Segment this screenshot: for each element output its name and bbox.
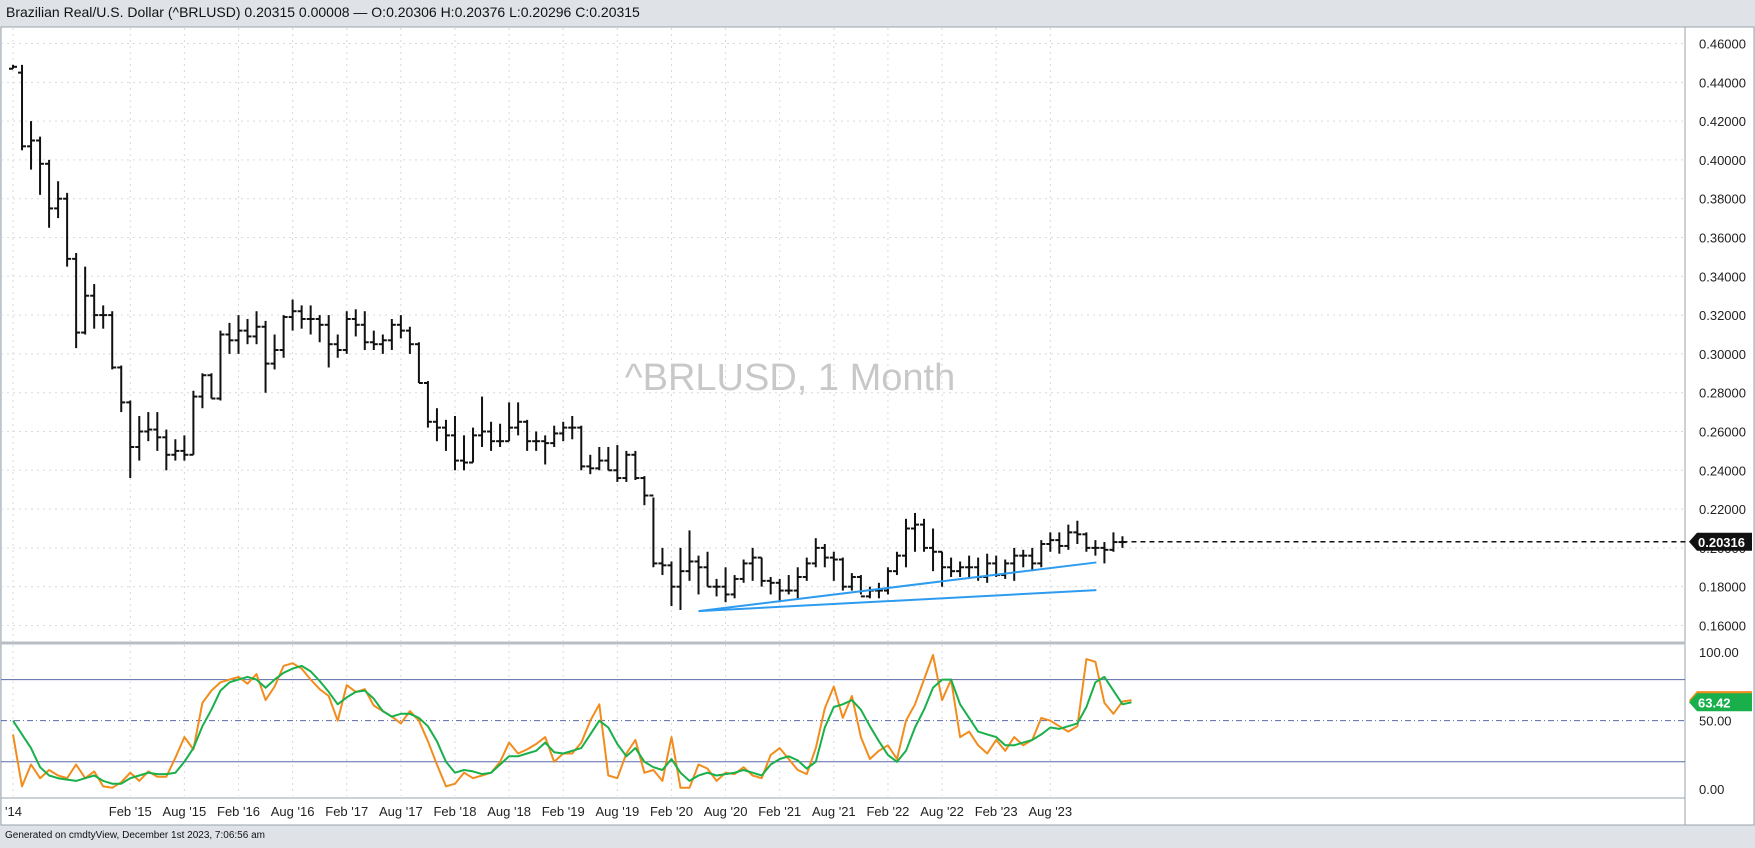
oscillator-tick-label: 0.00 [1699, 782, 1724, 797]
oscillator-tick-label: 50.00 [1699, 714, 1732, 729]
time-tick-label: Feb '19 [542, 804, 585, 819]
price-tick-label: 0.46000 [1699, 37, 1746, 52]
price-tick-label: 0.38000 [1699, 192, 1746, 207]
time-tick-label: Feb '18 [433, 804, 476, 819]
time-tick-label: Feb '16 [217, 804, 260, 819]
price-tick-label: 0.42000 [1699, 114, 1746, 129]
last-price-label: 0.20316 [1698, 535, 1745, 550]
time-tick-label: Aug '20 [704, 804, 748, 819]
chart-watermark: ^BRLUSD, 1 Month [625, 357, 955, 399]
chart-footer: Generated on cmdtyView, December 1st 202… [0, 826, 1755, 848]
chart-area[interactable]: ^BRLUSD, 1 Month 0.46000 0.44000 0.42000 0.… [0, 26, 1755, 826]
time-tick-label: Aug '23 [1028, 804, 1072, 819]
price-tick-label: 0.24000 [1699, 463, 1746, 478]
price-tick-label: 0.16000 [1699, 618, 1746, 633]
symbol-quote-line: Brazilian Real/U.S. Dollar (^BRLUSD) 0.2… [6, 4, 640, 20]
price-tick-label: 0.34000 [1699, 269, 1746, 284]
time-tick-label: Feb '15 [109, 804, 152, 819]
price-tick-label: 0.40000 [1699, 153, 1746, 168]
oscillator-tick-label: 100.00 [1699, 645, 1739, 660]
axes: 0.46000 0.44000 0.42000 0.40000 0.38000 0.360… [5, 37, 1752, 819]
price-tick-label: 0.44000 [1699, 75, 1746, 90]
time-tick-label: Aug '15 [163, 804, 207, 819]
price-tick-label: 0.32000 [1699, 308, 1746, 323]
time-tick-label: Aug '19 [595, 804, 639, 819]
time-tick-label: '14 [5, 804, 22, 819]
time-tick-label: Feb '21 [758, 804, 801, 819]
chart-background [0, 26, 1755, 826]
time-tick-label: Aug '21 [812, 804, 856, 819]
generated-stamp: Generated on cmdtyView, December 1st 202… [5, 830, 265, 841]
time-tick-label: Aug '18 [487, 804, 531, 819]
price-tick-label: 0.30000 [1699, 347, 1746, 362]
oscillator-value-label: 63.42 [1698, 695, 1731, 710]
chart-svg[interactable]: ^BRLUSD, 1 Month 0.460000.440000.420000.… [0, 26, 1755, 826]
time-tick-label: Feb '23 [975, 804, 1018, 819]
grid-lines [1, 28, 1685, 796]
oscillator-slow-line [12, 664, 1132, 785]
time-tick-label: Aug '16 [271, 804, 315, 819]
price-tick-label: 0.28000 [1699, 386, 1746, 401]
price-tick-label: 0.36000 [1699, 231, 1746, 246]
price-pane [9, 64, 1688, 613]
price-tick-label: 0.18000 [1699, 580, 1746, 595]
time-tick-label: Aug '22 [920, 804, 964, 819]
time-tick-label: Feb '20 [650, 804, 693, 819]
time-tick-label: Feb '17 [325, 804, 368, 819]
chart-header: Brazilian Real/U.S. Dollar (^BRLUSD) 0.2… [0, 0, 1755, 26]
trendline[interactable] [698, 561, 1097, 613]
last-price-tag [1689, 532, 1752, 551]
oscillator-slow-tag [1689, 693, 1752, 712]
oscillator-fast-line [12, 654, 1132, 789]
time-tick-label: Feb '22 [866, 804, 909, 819]
price-tick-label: 0.26000 [1699, 424, 1746, 439]
trendline[interactable] [698, 589, 1097, 613]
price-tick-label: 0.22000 [1699, 502, 1746, 517]
time-tick-label: Aug '17 [379, 804, 423, 819]
oscillator-pane [1, 654, 1685, 789]
